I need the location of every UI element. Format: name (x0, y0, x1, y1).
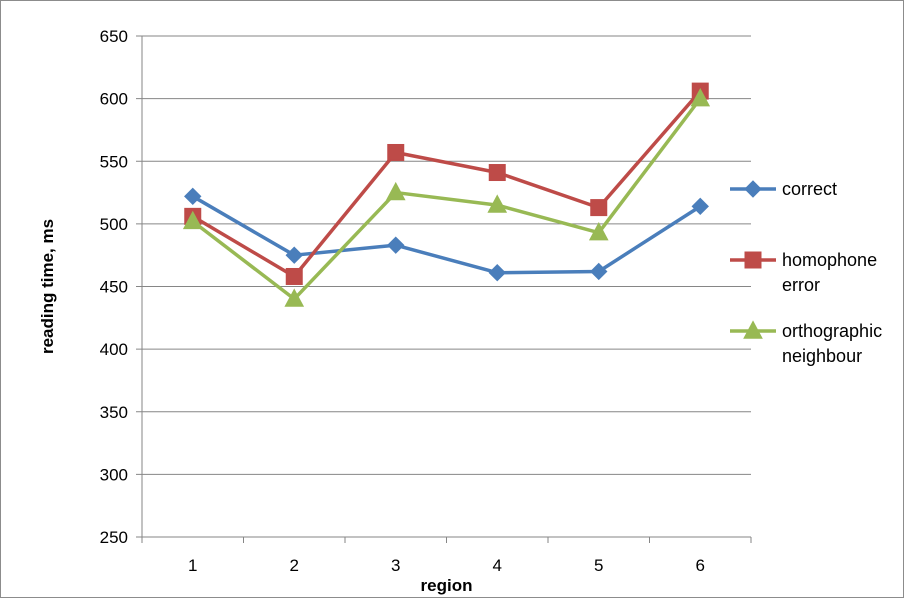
y-tick-label-550: 550 (100, 152, 128, 171)
data-point-correct-3 (387, 236, 405, 254)
x-tick-label-6: 6 (696, 556, 705, 575)
y-tick-label-450: 450 (100, 278, 128, 297)
data-point-homophone-error-5 (590, 199, 608, 217)
data-point-correct-5 (590, 262, 608, 281)
data-point-correct-2 (285, 246, 303, 264)
legend: correct homophone error orthographic neighbo… (730, 179, 882, 366)
y-tick-label-350: 350 (100, 403, 128, 422)
series-line-correct (191, 194, 702, 275)
legend-label-homophone-error: homophone (782, 250, 877, 270)
y-axis-title: reading time, ms (38, 219, 57, 354)
data-point-orthographic-neighbour-1 (182, 210, 203, 230)
y-tick-label-650: 650 (100, 27, 128, 46)
data-point-homophone-error-3 (387, 143, 405, 161)
legend-label-homophone-error-line2: error (782, 275, 820, 295)
legend-marker-correct (744, 180, 762, 198)
data-point-orthographic-neighbour-5 (588, 221, 609, 241)
y-tick-label-500: 500 (100, 215, 128, 234)
data-point-orthographic-neighbour-2 (284, 288, 305, 307)
data-point-orthographic-neighbour-4 (487, 194, 508, 213)
y-tick-label-250: 250 (100, 528, 128, 547)
legend-marker-orthographic-neighbour (743, 320, 763, 339)
y-tick-label-400: 400 (100, 340, 128, 359)
x-axis-title: region (421, 576, 473, 595)
x-tick-label-3: 3 (391, 556, 400, 575)
x-tick-label-1: 1 (188, 556, 197, 575)
data-point-homophone-error-2 (285, 267, 303, 285)
data-point-correct-4 (488, 264, 506, 282)
legend-label-orthographic-neighbour: orthographic (782, 321, 882, 341)
x-tick-label-2: 2 (290, 556, 299, 575)
data-point-homophone-error-4 (488, 164, 506, 182)
y-tick-label-600: 600 (100, 90, 128, 109)
data-markers (182, 82, 711, 307)
axes (136, 35, 752, 543)
data-point-correct-1 (184, 187, 202, 206)
legend-label-orthographic-neighbour-line2: neighbour (782, 346, 862, 366)
data-point-orthographic-neighbour-3 (385, 181, 406, 201)
x-tick-label-4: 4 (493, 556, 502, 575)
series-line-orthographic-neighbour (191, 97, 702, 301)
legend-marker-homophone-error (744, 251, 762, 269)
gridlines (142, 35, 751, 475)
axis-labels: 250 300 350 400 450 500 550 600 650 1 2 3 4 5 6 region r… (38, 27, 705, 595)
legend-label-correct: correct (782, 179, 837, 199)
x-tick-label-5: 5 (594, 556, 603, 575)
series-lines (191, 89, 702, 301)
data-point-orthographic-neighbour-6 (690, 87, 711, 107)
y-tick-label-300: 300 (100, 465, 128, 484)
data-point-correct-6 (691, 197, 709, 216)
series-line-homophone-error (191, 89, 702, 279)
